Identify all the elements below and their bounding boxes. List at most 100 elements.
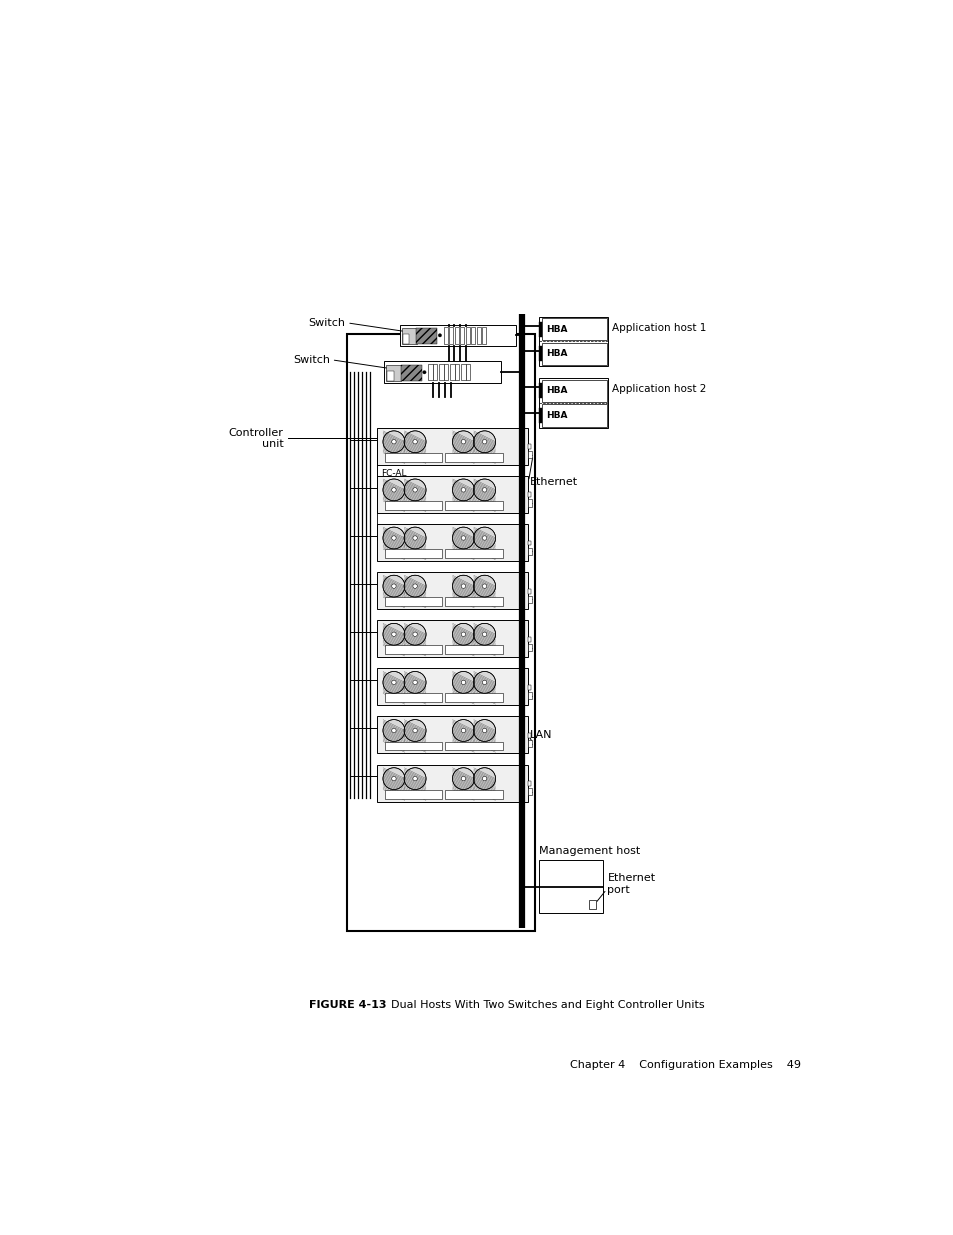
Text: HBA: HBA [546,325,567,333]
Bar [384,741,442,751]
Bar [538,346,542,361]
Bar [439,364,443,380]
Circle shape [460,536,465,540]
Bar [528,734,531,737]
Circle shape [452,576,474,597]
Bar [538,861,602,913]
Bar [542,379,606,401]
Text: FIGURE 4-13: FIGURE 4-13 [309,1000,386,1010]
Bar [542,317,606,341]
Circle shape [413,729,416,732]
Text: HBA: HBA [546,411,567,420]
Bar [384,550,442,558]
Circle shape [382,431,404,453]
Bar [445,598,502,606]
Circle shape [404,576,426,597]
Circle shape [437,333,441,337]
Bar [470,327,475,343]
Text: Dual Hosts With Two Switches and Eight Controller Units: Dual Hosts With Two Switches and Eight C… [384,1000,704,1010]
Text: HBA: HBA [546,350,567,358]
Circle shape [413,632,416,636]
Circle shape [473,672,495,693]
Bar [528,541,531,546]
Bar [588,900,596,909]
Circle shape [473,720,495,741]
Circle shape [404,720,426,741]
Circle shape [404,672,426,693]
Bar [384,501,442,510]
Bar [538,383,542,398]
Circle shape [452,624,474,645]
Bar [538,322,542,337]
Bar [450,364,454,380]
Circle shape [382,479,404,500]
Bar [528,637,531,642]
Bar [445,741,502,751]
Bar [528,685,531,690]
Circle shape [482,440,486,443]
Text: Management host: Management host [538,846,639,856]
Text: FC-AL: FC-AL [380,469,406,478]
Circle shape [473,479,495,500]
Bar [376,620,527,657]
Bar [433,364,436,380]
Circle shape [452,431,474,453]
Circle shape [392,632,395,636]
Bar [376,475,527,513]
Bar [455,364,458,380]
Text: Switch: Switch [293,354,330,364]
Circle shape [392,488,395,492]
Bar [445,694,502,703]
Bar [386,366,401,382]
Bar [538,317,607,366]
Bar [527,451,532,458]
Circle shape [482,536,486,540]
Bar [465,327,470,343]
Bar [445,453,502,462]
Circle shape [482,680,486,684]
Bar [445,789,502,799]
Circle shape [452,527,474,548]
Circle shape [482,584,486,588]
Text: Switch: Switch [308,317,345,327]
Bar [444,364,448,380]
Text: Controller
unit: Controller unit [229,427,283,450]
Circle shape [382,672,404,693]
Circle shape [460,584,465,588]
Circle shape [404,431,426,453]
Circle shape [452,672,474,693]
Bar [387,372,394,380]
Bar [476,327,480,343]
Bar [445,646,502,655]
Circle shape [413,584,416,588]
Circle shape [413,777,416,781]
Bar [466,364,470,380]
Bar [527,499,532,506]
Bar [347,333,534,931]
Circle shape [482,729,486,732]
Circle shape [482,632,486,636]
Circle shape [392,440,395,443]
Bar [528,782,531,785]
Circle shape [392,536,395,540]
Bar [376,668,527,705]
Circle shape [452,479,474,500]
Text: Ethernet
port: Ethernet port [607,873,655,895]
Bar [376,716,527,753]
Bar [376,524,527,561]
Bar [528,493,531,498]
Bar [527,643,532,651]
Circle shape [392,680,395,684]
Circle shape [473,431,495,453]
Text: Chapter 4    Configuration Examples    49: Chapter 4 Configuration Examples 49 [570,1060,801,1070]
Circle shape [473,527,495,548]
Text: Application host 1: Application host 1 [612,322,706,332]
Circle shape [452,720,474,741]
Circle shape [460,488,465,492]
Circle shape [460,632,465,636]
Text: LAN: LAN [530,730,552,740]
Circle shape [460,440,465,443]
Bar [527,788,532,795]
Bar [538,378,607,427]
Circle shape [452,768,474,789]
